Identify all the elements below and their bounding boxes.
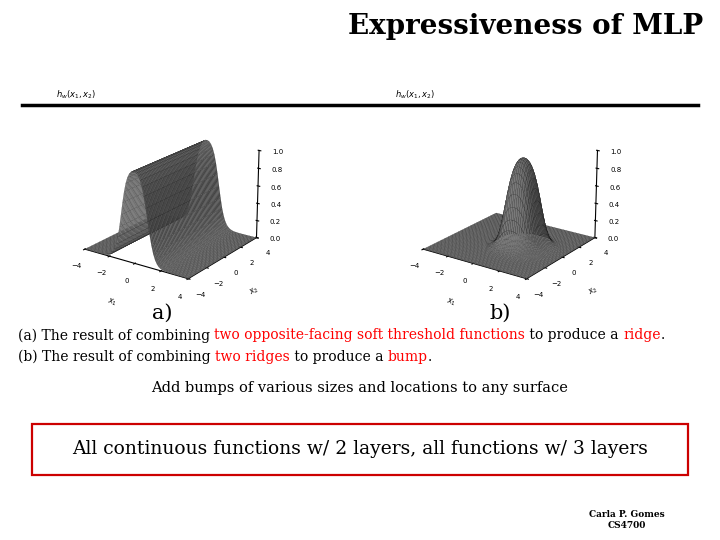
Text: b): b) (490, 304, 511, 323)
Text: All continuous functions w/ 2 layers, all functions w/ 3 layers: All continuous functions w/ 2 layers, al… (72, 440, 648, 458)
Text: to produce a: to produce a (289, 350, 387, 364)
Text: .: . (428, 350, 432, 364)
Text: Carla P. Gomes
CS4700: Carla P. Gomes CS4700 (588, 510, 665, 530)
Text: .: . (661, 328, 665, 342)
Text: $h_w(x_1, x_2)$: $h_w(x_1, x_2)$ (56, 89, 96, 102)
Text: to produce a: to produce a (526, 328, 624, 342)
Y-axis label: $x_2$: $x_2$ (248, 284, 261, 298)
Text: ridge: ridge (624, 328, 661, 342)
Y-axis label: $x_2$: $x_2$ (586, 284, 600, 298)
Text: a): a) (152, 304, 172, 323)
X-axis label: $x_1$: $x_1$ (445, 295, 457, 308)
Text: (b) The result of combining: (b) The result of combining (18, 350, 215, 364)
Text: Expressiveness of MLP: Expressiveness of MLP (348, 14, 703, 40)
Text: Add bumps of various sizes and locations to any surface: Add bumps of various sizes and locations… (152, 381, 568, 395)
Text: (a) The result of combining: (a) The result of combining (18, 328, 215, 343)
X-axis label: $x_1$: $x_1$ (107, 295, 119, 308)
Text: two ridges: two ridges (215, 350, 289, 364)
Text: $h_w(x_1, x_2)$: $h_w(x_1, x_2)$ (395, 89, 435, 102)
Text: two opposite-facing soft threshold functions: two opposite-facing soft threshold funct… (215, 328, 526, 342)
Text: bump: bump (387, 350, 428, 364)
